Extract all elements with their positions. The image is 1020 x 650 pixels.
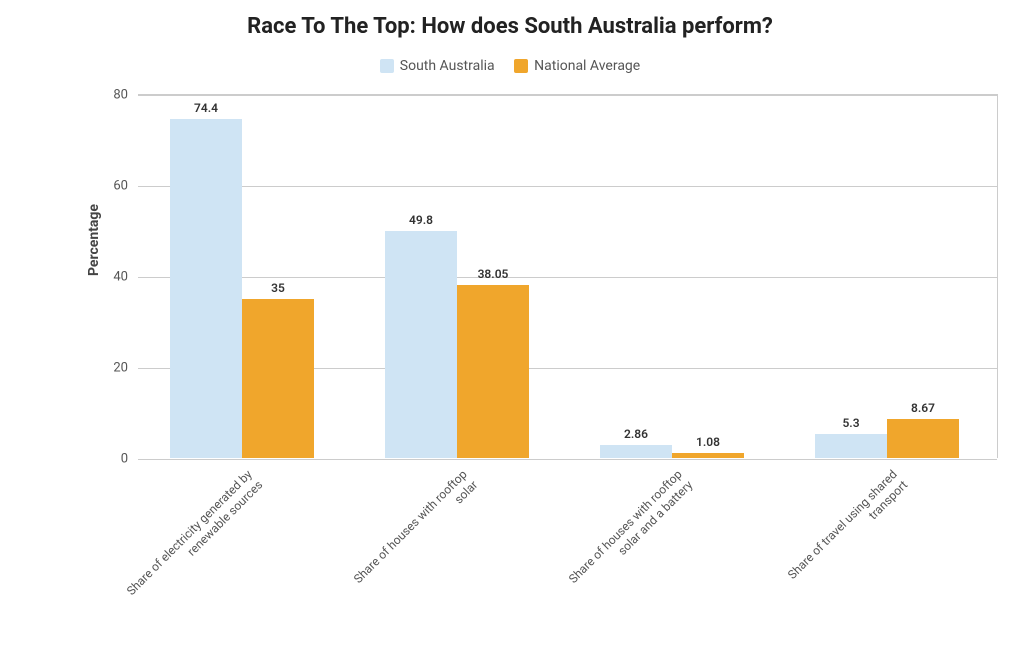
bar-group: 5.38.67	[803, 95, 973, 458]
chart-container: Race To The Top: How does South Australi…	[0, 0, 1020, 650]
bar-south-australia: 74.4	[170, 119, 242, 458]
bar-value-label: 38.05	[457, 267, 529, 281]
legend-item-sa: South Australia	[380, 58, 495, 74]
y-tick-label: 60	[98, 179, 138, 194]
x-axis-labels: Share of electricity generated byrenewab…	[138, 460, 998, 640]
x-tick-label: Share of houses with rooftopsolar and a …	[672, 462, 702, 492]
legend-swatch-sa	[380, 59, 394, 73]
plot-area: 02040608074.43549.838.052.861.085.38.67	[138, 94, 998, 458]
legend-label-sa: South Australia	[400, 58, 495, 74]
x-tick-label: Share of travel using sharedtransport	[887, 462, 917, 492]
bar-national-average: 35	[242, 299, 314, 458]
bar-south-australia: 5.3	[815, 434, 887, 458]
bar-south-australia: 2.86	[600, 445, 672, 458]
bar-value-label: 5.3	[815, 416, 887, 430]
bar-group: 49.838.05	[373, 95, 543, 458]
bar-group: 74.435	[158, 95, 328, 458]
y-axis-label: Percentage	[86, 204, 102, 276]
bar-value-label: 1.08	[672, 435, 744, 449]
legend-item-na: National Average	[514, 58, 640, 74]
x-tick-label: Share of houses with rooftopsolar	[457, 462, 487, 492]
bar-value-label: 35	[242, 281, 314, 295]
bar-value-label: 74.4	[170, 101, 242, 115]
bar-national-average: 1.08	[672, 453, 744, 458]
y-tick-label: 20	[98, 361, 138, 376]
x-tick-label: Share of electricity generated byrenewab…	[242, 462, 272, 492]
bar-national-average: 38.05	[457, 285, 529, 458]
legend-swatch-na	[514, 59, 528, 73]
chart-title: Race To The Top: How does South Australi…	[0, 14, 1020, 39]
legend-label-na: National Average	[534, 58, 640, 74]
bar-value-label: 8.67	[887, 401, 959, 415]
y-tick-label: 80	[98, 88, 138, 103]
bar-value-label: 49.8	[385, 213, 457, 227]
y-tick-label: 0	[98, 452, 138, 467]
bar-value-label: 2.86	[600, 427, 672, 441]
legend: South Australia National Average	[0, 58, 1020, 77]
bar-south-australia: 49.8	[385, 231, 457, 458]
bar-group: 2.861.08	[588, 95, 758, 458]
bar-national-average: 8.67	[887, 419, 959, 458]
y-tick-label: 40	[98, 270, 138, 285]
